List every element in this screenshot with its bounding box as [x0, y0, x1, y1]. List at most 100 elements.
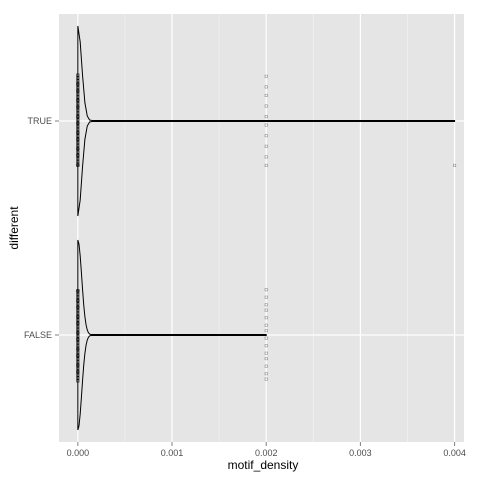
data-point — [76, 86, 80, 90]
data-point — [76, 95, 80, 99]
y-tick-label: FALSE — [24, 330, 52, 340]
data-point — [76, 76, 80, 80]
data-point — [76, 373, 80, 377]
data-point — [264, 336, 268, 340]
data-point — [76, 124, 80, 128]
data-point — [264, 323, 268, 327]
data-point — [264, 104, 268, 108]
data-point — [76, 354, 80, 358]
data-point — [76, 325, 80, 329]
data-point — [76, 105, 80, 109]
data-point — [76, 122, 80, 126]
data-point — [76, 302, 80, 306]
data-point — [76, 292, 80, 296]
data-point — [264, 344, 268, 348]
data-point — [76, 347, 80, 351]
data-point — [264, 134, 268, 138]
data-point — [76, 138, 80, 142]
x-tick-label: 0.003 — [349, 448, 372, 458]
x-tick-label: 0.001 — [161, 448, 184, 458]
data-point — [76, 331, 80, 335]
data-point — [76, 150, 80, 154]
data-point — [76, 131, 80, 135]
x-tick-label: 0.004 — [443, 448, 466, 458]
data-point — [264, 144, 268, 148]
data-point — [76, 318, 80, 322]
data-point — [76, 334, 80, 338]
data-point — [264, 351, 268, 355]
data-point — [76, 160, 80, 164]
data-point — [264, 364, 268, 368]
data-point — [453, 163, 457, 167]
y-axis: FALSE TRUE — [24, 116, 59, 340]
data-point — [76, 379, 80, 383]
data-point — [76, 127, 80, 131]
data-point — [76, 157, 80, 161]
data-point — [76, 115, 80, 119]
data-point — [264, 123, 268, 127]
data-point — [76, 289, 80, 293]
data-points — [76, 73, 457, 383]
data-point — [264, 93, 268, 97]
x-tick-label: 0.000 — [67, 448, 90, 458]
data-point — [76, 306, 80, 310]
data-point — [264, 372, 268, 376]
data-point — [76, 350, 80, 354]
data-point — [76, 364, 80, 368]
violin-false — [77, 239, 267, 431]
data-point — [76, 73, 80, 77]
data-point — [76, 144, 80, 148]
data-point — [76, 141, 80, 145]
grid-minor — [124, 14, 408, 442]
data-point — [264, 74, 268, 78]
data-point — [76, 83, 80, 87]
data-point — [76, 308, 80, 312]
data-point — [76, 344, 80, 348]
violins — [77, 25, 456, 431]
violin-true — [77, 25, 456, 217]
data-point — [76, 366, 80, 370]
data-point — [264, 155, 268, 159]
data-point — [76, 92, 80, 96]
data-point — [76, 357, 80, 361]
data-point — [76, 341, 80, 345]
data-point — [76, 147, 80, 151]
data-point — [76, 118, 80, 122]
data-point — [76, 89, 80, 93]
data-point — [76, 328, 80, 332]
x-axis: 0.000 0.001 0.002 0.003 0.004 — [67, 442, 466, 458]
data-point — [264, 308, 268, 312]
data-point — [264, 377, 268, 381]
data-point — [76, 154, 80, 158]
data-point — [264, 85, 268, 89]
data-point — [76, 295, 80, 299]
data-point — [76, 370, 80, 374]
data-point — [76, 79, 80, 83]
data-point — [76, 315, 80, 319]
data-point — [264, 316, 268, 320]
y-tick-label: TRUE — [28, 116, 53, 126]
data-point — [76, 299, 80, 303]
data-point — [76, 163, 80, 167]
data-point — [76, 99, 80, 103]
data-point — [76, 360, 80, 364]
x-tick-label: 0.002 — [255, 448, 278, 458]
data-point — [76, 108, 80, 112]
data-point — [264, 163, 268, 167]
data-point — [76, 338, 80, 342]
plot-panel — [59, 14, 464, 442]
x-axis-title: motif_density — [228, 458, 299, 472]
data-point — [76, 134, 80, 138]
data-point — [264, 303, 268, 307]
data-point — [264, 288, 268, 292]
data-point — [76, 111, 80, 115]
data-point — [264, 115, 268, 119]
data-point — [264, 295, 268, 299]
data-point — [76, 376, 80, 380]
data-point — [76, 311, 80, 315]
data-point — [264, 357, 268, 361]
y-axis-title: different — [7, 206, 21, 250]
data-point — [264, 329, 268, 333]
data-point — [76, 322, 80, 326]
